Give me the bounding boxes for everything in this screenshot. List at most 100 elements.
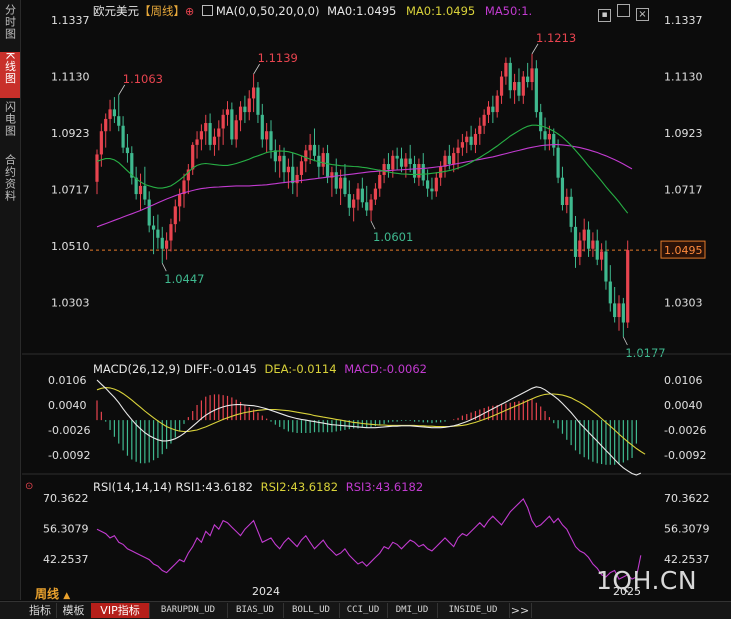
tab-contract-info-label: 合约资料 [3, 154, 17, 202]
candle-body [521, 76, 525, 96]
annotation-low: 1.0601 [373, 230, 413, 244]
candle-body [312, 144, 317, 156]
ma-params: MA(0,0,50,20,0,0) [215, 4, 320, 18]
annotation-leader [622, 336, 628, 346]
candle-body [243, 106, 247, 113]
candle-body [195, 139, 199, 145]
candle-body [613, 303, 617, 318]
last-price-label: 1.0495 [664, 244, 703, 257]
candle-body [165, 240, 169, 249]
candle-body [121, 125, 125, 148]
indicator-tab-cci-ud[interactable]: CCI_UD [339, 603, 388, 618]
candle-body [452, 153, 456, 165]
candle-body [460, 142, 464, 148]
candle-body [330, 172, 334, 178]
candle-body [299, 161, 304, 175]
candle-body [204, 123, 208, 132]
rsi-header: RSI(14,14,14) RSI1:43.6182 RSI2:43.6182 … [93, 480, 423, 494]
annotation-leader [118, 84, 126, 96]
rsi-line [96, 497, 642, 580]
candle-body [378, 174, 382, 189]
tab-flash[interactable]: 闪电图 [0, 101, 20, 151]
macd-tick-right: -0.0026 [664, 424, 706, 437]
candle-body [256, 87, 260, 115]
indicator-tab-more[interactable]: >> [509, 603, 532, 618]
tab-kline[interactable]: K线图 [0, 52, 20, 98]
indicator-tab-templates[interactable]: 模板 [56, 603, 92, 618]
indicator-tab-inside-ud[interactable]: INSIDE_UD [437, 603, 510, 618]
tab-timeshare[interactable]: 分时图 [0, 4, 20, 49]
candle-body [186, 169, 190, 181]
candle-body [513, 82, 517, 91]
rsi-tick-left: 42.2537 [43, 553, 89, 566]
indicator-tab-dmi-ud[interactable]: DMI_UD [387, 603, 438, 618]
macd-dea-line [96, 387, 646, 455]
candle-body [569, 196, 573, 227]
price-tick-left: 1.1337 [51, 14, 90, 27]
ma-toggle-icon[interactable] [201, 5, 213, 16]
indicator-tab-barupdn-ud[interactable]: BARUPDN_UD [149, 603, 228, 618]
candle-body [347, 194, 351, 208]
annotation-high: 1.1213 [536, 31, 576, 45]
window-maximize-icon[interactable] [617, 4, 630, 17]
price-header: 欧元美元【周线】⊕ MA(0,0,50,20,0,0) MA0:1.0495 M… [93, 3, 532, 19]
candle-body [495, 95, 499, 113]
candle-body [608, 281, 612, 304]
rsi-marker-icon[interactable]: ⊙ [25, 481, 34, 492]
indicator-tab-bias-ud[interactable]: BIAS_UD [227, 603, 284, 618]
price-tick-left: 1.0923 [51, 127, 90, 140]
annotation-leader [161, 263, 167, 272]
macd-tick-left: -0.0026 [48, 424, 90, 437]
rsi-tick-left: 70.3622 [43, 492, 89, 505]
candle-body [143, 185, 147, 200]
macd-header: MACD(26,12,9) DIFF:-0.0145 DEA:-0.0114 M… [93, 362, 427, 376]
candle-body [138, 185, 143, 195]
candle-body [412, 164, 417, 178]
chart-canvas[interactable]: 1.1337 1.1337 1.1130 1.1130 1.0923 1.0923 1.07… [0, 0, 731, 600]
candle-body [278, 155, 282, 162]
candle-body [295, 174, 299, 184]
price-tick-left: 1.0510 [51, 240, 90, 253]
window-close-icon[interactable]: × [636, 8, 649, 21]
candle-body [238, 106, 243, 121]
window-controls: ▪ × [598, 2, 649, 22]
price-tick-right: 1.0303 [664, 297, 703, 310]
candle-body [491, 106, 495, 113]
ma0b-value: MA0:1.0495 [406, 4, 476, 18]
candle-body [130, 153, 134, 178]
candle-body [404, 158, 408, 167]
price-tick-right: 1.0923 [664, 127, 703, 140]
candle-body [169, 224, 173, 241]
period-selector[interactable]: 周线 ▲ [35, 585, 70, 602]
macd-name: MACD(26,12,9) [93, 362, 181, 376]
window-restore-icon[interactable]: ▪ [598, 9, 611, 22]
candle-body [478, 125, 482, 134]
indicator-tab-indicators[interactable]: 指标 [24, 603, 57, 618]
macd-diff: DIFF:-0.0145 [184, 362, 257, 376]
candle-body [626, 250, 630, 323]
candle-body [234, 120, 238, 140]
indicator-tab-vip[interactable]: VIP指标 [91, 603, 150, 618]
candle-body [600, 251, 604, 260]
rsi3-value: RSI3:43.6182 [345, 480, 424, 494]
settings-circle-icon[interactable]: ⊕ [185, 5, 195, 18]
candle-body [621, 303, 625, 323]
indicator-tab-boll-ud[interactable]: BOLL_UD [283, 603, 340, 618]
candle-body [526, 76, 530, 83]
macd-tick-right: 0.0040 [664, 399, 703, 412]
candle-body [573, 226, 578, 257]
candle-body [173, 206, 177, 225]
macd-diff-line [96, 379, 642, 476]
candle-body [282, 155, 286, 173]
macd-tick-right: 0.0106 [664, 374, 703, 387]
candle-body [99, 131, 103, 155]
candle-body [352, 199, 356, 208]
tab-contract-info[interactable]: 合约资料 [0, 154, 20, 214]
rsi-tick-right: 70.3622 [664, 492, 710, 505]
candle-body [325, 153, 330, 178]
candle-body [482, 114, 486, 126]
rsi1-value: RSI1:43.6182 [175, 480, 253, 494]
last-price-box [660, 240, 706, 259]
candle-body [230, 109, 234, 140]
candle-body [465, 136, 469, 143]
